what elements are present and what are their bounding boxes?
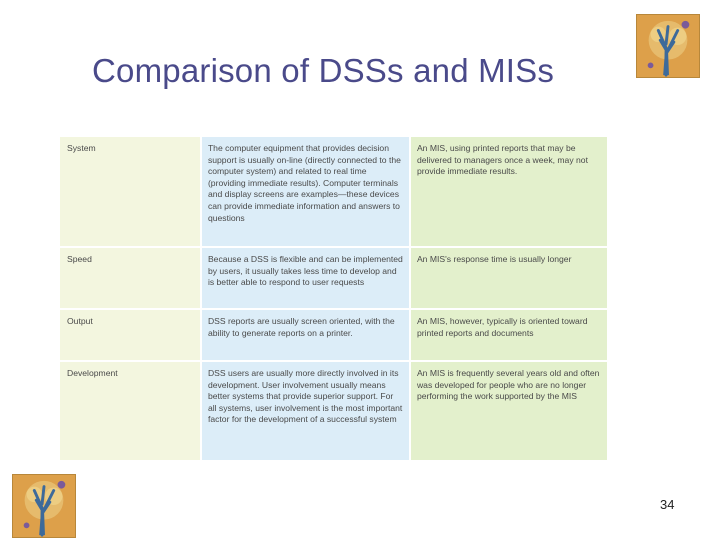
row-label: System xyxy=(60,137,200,248)
dss-cell: DSS reports are usually screen oriented,… xyxy=(199,310,411,362)
mis-cell: An MIS, using printed reports that may b… xyxy=(410,137,607,248)
tree-logo-icon xyxy=(636,14,700,78)
page-number: 34 xyxy=(660,497,675,512)
row-label: Development xyxy=(60,362,200,462)
row-label: Output xyxy=(60,310,200,362)
mis-cell: An MIS is frequently several years old a… xyxy=(410,362,607,462)
dss-cell: DSS users are usually more directly invo… xyxy=(199,362,411,462)
tree-logo-icon xyxy=(12,474,76,538)
comparison-table: System The computer equipment that provi… xyxy=(60,137,607,462)
table-row: Speed Because a DSS is flexible and can … xyxy=(60,248,607,310)
row-label: Speed xyxy=(60,248,200,310)
table-row: Output DSS reports are usually screen or… xyxy=(60,310,607,362)
table-row: Development DSS users are usually more d… xyxy=(60,362,607,462)
table-row: System The computer equipment that provi… xyxy=(60,137,607,248)
mis-cell: An MIS, however, typically is oriented t… xyxy=(410,310,607,362)
dss-cell: Because a DSS is flexible and can be imp… xyxy=(199,248,411,310)
mis-cell: An MIS's response time is usually longer xyxy=(410,248,607,310)
dss-cell: The computer equipment that provides dec… xyxy=(199,137,411,248)
slide-title: Comparison of DSSs and MISs xyxy=(92,52,555,89)
